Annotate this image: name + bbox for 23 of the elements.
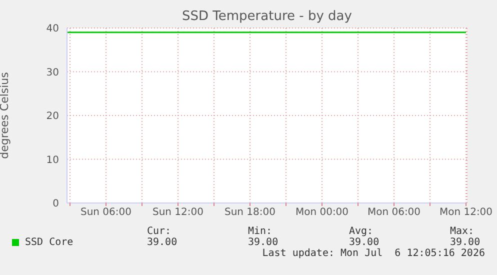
text: Min:	[248, 226, 274, 237]
text: 39.00	[349, 237, 380, 248]
y-tick-label: 0	[52, 198, 59, 210]
legend-label: SSD Core	[25, 237, 74, 248]
y-tick-label: 20	[46, 111, 59, 122]
x-tick-label: Sun 06:00	[80, 207, 132, 218]
y-tick-label: 40	[46, 24, 59, 35]
text: Avg:	[349, 226, 374, 237]
text: Max:	[450, 226, 476, 237]
text: 39.00	[147, 237, 178, 248]
y-tick-label: 10	[46, 154, 59, 166]
text: 39.00	[248, 237, 280, 248]
text: Cur:	[147, 226, 172, 237]
x-tick-label: Sun 18:00	[224, 207, 276, 218]
chart-title: SSD Temperature - by day	[181, 9, 353, 24]
x-tick-label: Sun 12:00	[152, 207, 204, 218]
y-tick-label: 30	[46, 67, 59, 78]
text: 39.00	[450, 237, 482, 248]
y-axis-title: degrees Celsius	[0, 72, 11, 159]
x-tick-label: Mon 12:00	[439, 207, 493, 218]
x-tick-label: Mon 06:00	[367, 207, 421, 218]
x-tick-label: Mon 00:00	[295, 207, 349, 218]
text: Last update: Mon Jul 6 12:05:16 2026	[261, 248, 486, 259]
